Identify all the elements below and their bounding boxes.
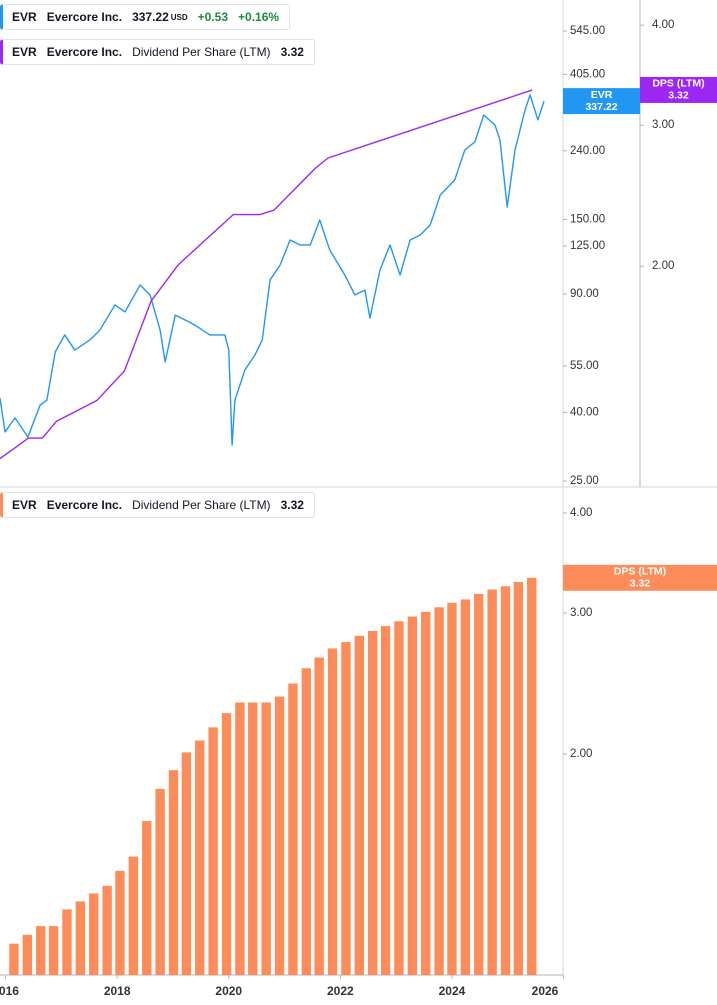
- bar: [314, 657, 324, 975]
- x-tick-label: 2022: [327, 984, 354, 998]
- legend-ticker: EVR: [12, 498, 37, 512]
- y-tick-label: 125.00: [570, 240, 605, 252]
- y-tick-label: 25.00: [570, 475, 599, 487]
- bar: [22, 934, 33, 975]
- legend-company: Evercore Inc.: [46, 45, 123, 59]
- x-tick-label: 2016: [0, 984, 19, 998]
- legend-company: Evercore Inc.: [46, 498, 123, 512]
- x-tick-label: 2026: [532, 984, 559, 998]
- bar: [368, 630, 378, 975]
- bar: [421, 611, 431, 975]
- bar: [115, 870, 125, 975]
- y-tick-label: 405.00: [570, 68, 605, 80]
- legend-currency: USD: [170, 12, 188, 22]
- bar: [208, 727, 218, 975]
- price-tag-value: 3.32: [668, 90, 689, 102]
- bar: [102, 885, 112, 975]
- legend-metric: Dividend Per Share (LTM): [132, 45, 271, 59]
- y-tick-label: 4.00: [570, 507, 592, 519]
- y-tick-label: 90.00: [570, 288, 599, 300]
- legend-change-pct: +0.16%: [238, 10, 280, 24]
- bar: [75, 901, 86, 975]
- bar: [36, 926, 46, 975]
- bar: [434, 607, 444, 975]
- bar: [288, 683, 298, 975]
- y-tick-label: 240.00: [570, 145, 605, 157]
- bar: [527, 577, 537, 975]
- bar: [195, 740, 205, 975]
- series-line: [0, 94, 545, 446]
- bar: [474, 593, 484, 975]
- bar: [155, 788, 165, 975]
- bar: [513, 582, 524, 975]
- bar: [48, 926, 59, 975]
- price-tag: [563, 88, 640, 115]
- legend-value: 3.32: [280, 498, 304, 512]
- bar: [460, 599, 471, 975]
- bar: [261, 702, 271, 975]
- bar: [221, 713, 232, 975]
- y-tick-label: 2.00: [570, 748, 592, 760]
- y2-tick-label: 2.00: [652, 260, 674, 272]
- legend-value: 3.32: [280, 45, 304, 59]
- bar: [128, 856, 139, 975]
- legend-price: EVR Evercore Inc. 337.22 USD +0.53 +0.16…: [0, 4, 291, 30]
- price-tag-label: EVR: [591, 89, 613, 101]
- y-tick-label: 3.00: [570, 607, 592, 619]
- bar: [62, 909, 72, 975]
- price-tag: [640, 76, 717, 103]
- legend-company: Evercore Inc.: [46, 10, 123, 24]
- bar: [407, 616, 418, 975]
- legend-price-value: 337.22: [132, 10, 169, 24]
- bar: [89, 893, 99, 975]
- legend-ticker: EVR: [12, 45, 37, 59]
- price-tag-value: 3.32: [630, 578, 651, 590]
- x-tick-label: 2024: [439, 984, 466, 998]
- bar: [9, 943, 19, 975]
- legend-dps: EVR Evercore Inc. Dividend Per Share (LT…: [0, 39, 315, 65]
- y-tick-label: 150.00: [570, 213, 605, 225]
- price-tag-label: DPS (LTM): [614, 566, 666, 578]
- bar: [235, 702, 245, 975]
- bar: [354, 635, 365, 975]
- bar: [274, 696, 285, 975]
- bar: [301, 668, 312, 975]
- x-tick-label: 2020: [215, 984, 242, 998]
- bar: [327, 648, 338, 975]
- price-tag: [563, 564, 717, 591]
- bar: [181, 752, 192, 975]
- bar: [447, 602, 457, 975]
- y-tick-label: 545.00: [570, 25, 605, 37]
- y-tick-label: 40.00: [570, 406, 599, 418]
- bar: [142, 821, 152, 975]
- y-tick-label: 55.00: [570, 360, 599, 372]
- bar: [248, 702, 258, 975]
- series-line: [0, 89, 533, 460]
- bar: [500, 586, 511, 975]
- bar: [394, 621, 404, 975]
- bar: [341, 642, 351, 975]
- bar: [487, 589, 497, 975]
- legend-ticker: EVR: [12, 10, 37, 24]
- bar: [380, 626, 391, 975]
- y2-tick-label: 3.00: [652, 119, 674, 131]
- price-tag-label: DPS (LTM): [652, 78, 704, 90]
- price-tag-value: 337.22: [585, 101, 617, 113]
- legend-change: +0.53: [197, 10, 229, 24]
- legend-metric: Dividend Per Share (LTM): [132, 498, 271, 512]
- legend-dps-bars: EVR Evercore Inc. Dividend Per Share (LT…: [0, 492, 315, 518]
- bar: [168, 770, 179, 975]
- y2-tick-label: 4.00: [652, 19, 674, 31]
- x-tick-label: 2018: [104, 984, 131, 998]
